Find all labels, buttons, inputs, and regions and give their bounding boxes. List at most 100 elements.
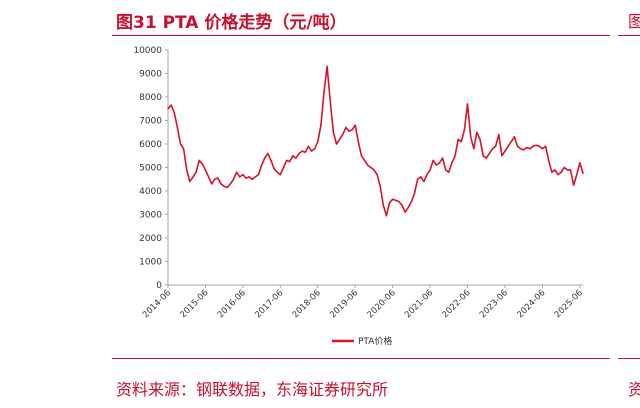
data-point — [445, 169, 447, 171]
data-point — [463, 129, 466, 131]
data-point — [526, 146, 528, 149]
data-point — [454, 155, 456, 157]
data-point — [282, 166, 285, 169]
data-point — [170, 104, 172, 106]
data-point — [317, 141, 319, 143]
data-point — [429, 169, 431, 171]
data-point — [239, 176, 241, 178]
data-point — [513, 136, 516, 138]
data-point — [510, 141, 512, 143]
data-point — [292, 155, 294, 157]
data-point — [401, 204, 403, 206]
data-point — [507, 145, 509, 147]
data-point — [289, 160, 291, 163]
data-point — [273, 168, 275, 170]
data-point — [451, 162, 453, 164]
data-point — [541, 148, 544, 150]
data-point — [348, 130, 350, 132]
edge-fragment-bottom: 资 — [628, 380, 640, 399]
data-point — [544, 145, 547, 147]
data-point — [338, 138, 341, 140]
series-layer — [167, 65, 584, 217]
chart-figure-title: 图31 PTA 价格走势（元/吨） — [116, 13, 347, 33]
data-point — [426, 173, 428, 176]
data-point — [260, 164, 263, 166]
data-point — [416, 178, 419, 180]
data-point — [413, 192, 416, 194]
x-tick-label: 2021-06 — [403, 288, 435, 320]
data-point — [548, 159, 550, 162]
data-point — [376, 173, 378, 176]
data-point — [217, 177, 219, 179]
data-point — [310, 150, 313, 152]
data-point — [354, 124, 356, 126]
data-point — [448, 171, 450, 173]
data-point — [186, 169, 188, 171]
x-tick-label: 2016-06 — [216, 288, 248, 320]
data-point — [494, 145, 497, 147]
data-point — [363, 159, 366, 162]
x-tick-label: 2023-06 — [478, 288, 510, 320]
series-line-pta-price — [167, 65, 584, 217]
data-point — [420, 176, 422, 178]
data-point — [214, 178, 216, 180]
data-point — [557, 173, 559, 176]
data-point — [563, 166, 565, 169]
data-point — [485, 157, 487, 159]
data-source-note: 资料来源：钢联数据，东海证券研究所 — [116, 380, 389, 399]
data-point — [248, 176, 250, 178]
y-tick-label: 10000 — [133, 46, 162, 56]
data-point — [235, 171, 238, 173]
data-point — [523, 149, 525, 151]
data-point — [576, 173, 578, 176]
data-point — [519, 148, 522, 150]
x-tick-label: 2019-06 — [328, 288, 360, 320]
data-point — [198, 159, 200, 162]
data-point — [410, 200, 413, 203]
data-point — [569, 169, 572, 171]
data-point — [379, 185, 381, 187]
data-point — [326, 65, 328, 68]
data-point — [482, 155, 484, 157]
data-point — [345, 126, 347, 129]
y-tick-label: 9000 — [139, 70, 162, 80]
data-point — [498, 133, 500, 136]
y-tick-label: 2000 — [139, 234, 162, 244]
data-point — [370, 166, 372, 169]
data-point — [566, 169, 569, 171]
data-point — [560, 171, 562, 173]
data-point — [229, 183, 232, 185]
data-point — [435, 164, 437, 166]
data-point — [398, 200, 400, 203]
data-point — [335, 143, 338, 145]
data-point — [167, 108, 169, 110]
x-axis: 2014-06 2015-06 2016-06 2017-06 2018-06 2019-… — [141, 284, 585, 320]
data-point — [270, 159, 272, 162]
data-point — [529, 148, 531, 150]
data-point — [245, 177, 247, 179]
data-point — [388, 202, 391, 204]
data-point — [285, 159, 288, 162]
data-point — [538, 145, 540, 147]
data-point — [314, 148, 316, 150]
data-point — [251, 178, 253, 180]
data-point — [179, 143, 182, 145]
data-point — [373, 169, 375, 171]
data-point — [173, 111, 175, 114]
data-point — [304, 151, 306, 153]
data-point — [357, 141, 359, 143]
data-point — [479, 138, 481, 140]
legend: PTA价格 — [332, 335, 392, 347]
data-point — [182, 148, 185, 150]
data-point — [466, 103, 469, 105]
data-point — [254, 176, 257, 178]
data-point — [207, 176, 210, 178]
y-tick-label: 4000 — [139, 187, 162, 197]
data-point — [189, 180, 191, 183]
data-point — [201, 163, 203, 165]
data-point — [491, 148, 494, 150]
data-point — [320, 124, 322, 126]
data-point — [176, 126, 179, 129]
data-point — [535, 144, 537, 146]
data-point — [301, 150, 303, 152]
